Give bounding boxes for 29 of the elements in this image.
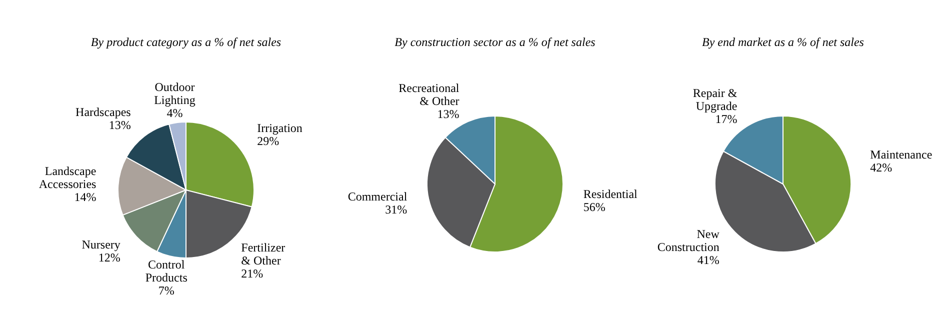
slice-label: Irrigation <box>257 120 302 135</box>
slice-label: Hardscapes <box>76 104 132 119</box>
slice-label: Recreational & Other <box>398 80 460 108</box>
slice-label: Landscape Accessories <box>38 164 97 191</box>
data-label: 13% <box>108 118 131 132</box>
data-label: 12% <box>98 250 120 265</box>
data-label: 14% <box>74 190 96 204</box>
chart-title: By product category as a % of net sales <box>90 35 282 49</box>
slice-label: Nursery <box>82 238 120 252</box>
data-label: 31% <box>385 202 408 217</box>
data-label: 41% <box>697 253 720 268</box>
data-label: 17% <box>715 112 738 126</box>
data-label: 21% <box>241 266 264 281</box>
data-label: 4% <box>166 106 183 120</box>
data-label: 56% <box>583 200 606 214</box>
data-label: 42% <box>870 160 892 175</box>
slice-label: New Construction <box>657 227 720 254</box>
slice-label: Repair & Upgrade <box>692 86 738 114</box>
chart-title: By construction sector as a % of net sales <box>394 35 596 49</box>
slice-label: Fertilizer & Other <box>241 240 286 268</box>
slice-label: Control Products <box>145 257 188 284</box>
data-label: 29% <box>257 134 280 148</box>
data-label: 7% <box>158 283 174 298</box>
slice-label: Outdoor Lighting <box>154 80 196 108</box>
chart-title: By end market as a % of net sales <box>702 35 864 49</box>
slice-label: Residential <box>583 186 638 201</box>
data-label: 13% <box>437 106 460 121</box>
slice-label: Commercial <box>348 190 408 204</box>
slice-label: Maintenance <box>870 148 932 162</box>
